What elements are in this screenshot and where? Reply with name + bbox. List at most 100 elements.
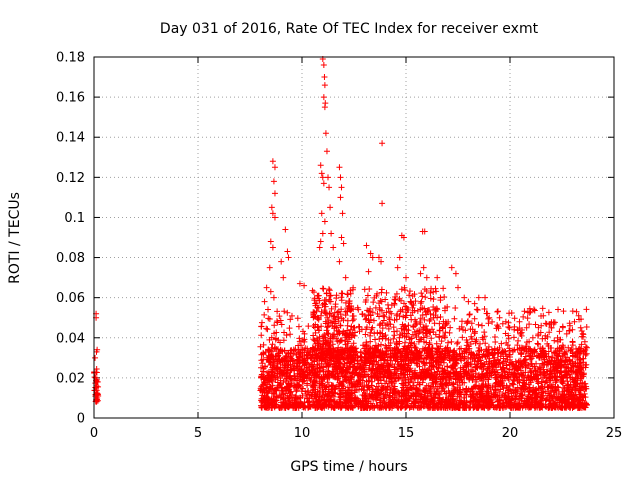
data-point [403,274,409,281]
data-point [379,386,386,393]
data-point [374,386,381,393]
data-point [373,383,380,390]
data-point [317,238,324,245]
data-point [280,379,287,386]
data-point [359,383,366,390]
data-point [292,394,299,401]
data-point [531,363,538,370]
data-point [444,339,451,346]
data-point [519,373,526,380]
data-point [362,316,369,323]
data-point [278,258,285,265]
data-point [521,345,528,352]
data-point [578,341,585,348]
data-point [444,404,451,411]
data-point [356,399,363,406]
data-point [563,404,570,411]
chart-title: Day 031 of 2016, Rate Of TEC Index for r… [160,21,539,37]
data-point [316,244,323,251]
data-point [418,298,425,305]
data-point [417,270,424,277]
data-point [448,338,455,345]
data-point [393,368,400,375]
data-point [451,315,458,322]
data-point [423,274,430,281]
data-point [390,402,397,409]
data-point [486,355,493,362]
data-point [453,340,460,347]
data-point [467,388,474,395]
y-tick-label: 0.02 [56,371,85,386]
data-point [379,140,386,147]
data-point [549,354,556,361]
data-point [270,178,277,185]
x-tick-label: 25 [606,426,623,441]
data-point [336,396,343,403]
y-axis-label: ROTI / TECUs [7,192,23,284]
data-point [485,381,492,388]
data-point [493,379,500,386]
data-point [471,383,478,390]
data-point [492,383,499,390]
data-point [436,362,443,369]
data-point [350,313,357,320]
data-point [325,174,331,181]
data-point [577,324,584,331]
data-point [257,343,264,350]
data-point [267,238,274,245]
data-point [534,340,541,347]
data-point [343,398,350,405]
data-point [448,264,455,271]
data-point [385,361,392,368]
data-point [286,399,293,406]
data-point [387,404,394,411]
data-point [473,390,480,397]
data-point [302,388,309,395]
data-point [540,374,547,381]
data-point [283,332,290,339]
data-point [366,286,373,293]
data-point [287,395,294,402]
data-point [268,204,275,211]
data-point [417,300,424,307]
data-point [558,393,565,400]
data-point [427,389,434,396]
data-point [476,399,483,406]
data-point [319,174,326,181]
data-point [269,341,276,348]
data-point [561,394,568,401]
data-point [384,384,391,391]
data-point [557,357,564,364]
data-point [555,306,562,313]
data-point [363,398,370,405]
data-point [445,387,452,394]
data-point [430,296,437,303]
data-point [417,315,424,322]
data-point [582,394,589,401]
data-point [336,258,343,265]
data-point [382,380,389,387]
data-point [398,393,405,400]
data-point [328,305,335,312]
data-point [363,242,370,249]
data-point [289,391,296,398]
data-point [547,394,554,401]
data-point [357,398,364,405]
data-point [583,306,590,313]
data-point [314,362,321,369]
data-point [267,288,274,295]
data-point [436,394,443,401]
data-point [579,399,586,406]
data-point [569,308,576,315]
data-point [261,298,268,305]
data-point [378,387,385,394]
data-point [326,402,333,409]
data-point [309,287,316,294]
data-point [274,346,281,353]
data-point [357,365,364,372]
data-point [420,264,427,271]
data-point [479,370,486,377]
data-point [500,402,507,409]
data-point [266,264,273,271]
data-point [454,339,461,346]
